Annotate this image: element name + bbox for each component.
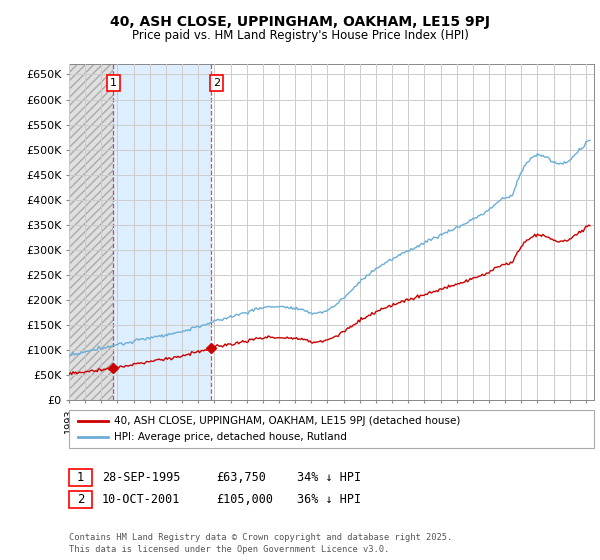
- Bar: [113, 64, 211, 400]
- Text: 34% ↓ HPI: 34% ↓ HPI: [297, 470, 361, 484]
- Text: 1: 1: [110, 78, 117, 88]
- Text: 2: 2: [77, 493, 84, 506]
- Text: 40, ASH CLOSE, UPPINGHAM, OAKHAM, LE15 9PJ: 40, ASH CLOSE, UPPINGHAM, OAKHAM, LE15 9…: [110, 15, 490, 29]
- Text: 40, ASH CLOSE, UPPINGHAM, OAKHAM, LE15 9PJ (detached house): 40, ASH CLOSE, UPPINGHAM, OAKHAM, LE15 9…: [114, 416, 460, 426]
- Text: 10-OCT-2001: 10-OCT-2001: [102, 493, 181, 506]
- Text: HPI: Average price, detached house, Rutland: HPI: Average price, detached house, Rutl…: [114, 432, 347, 442]
- Text: 36% ↓ HPI: 36% ↓ HPI: [297, 493, 361, 506]
- Text: Price paid vs. HM Land Registry's House Price Index (HPI): Price paid vs. HM Land Registry's House …: [131, 29, 469, 42]
- Text: £63,750: £63,750: [216, 470, 266, 484]
- Text: 2: 2: [213, 78, 220, 88]
- Text: 28-SEP-1995: 28-SEP-1995: [102, 470, 181, 484]
- Text: Contains HM Land Registry data © Crown copyright and database right 2025.
This d: Contains HM Land Registry data © Crown c…: [69, 533, 452, 554]
- Text: 1: 1: [77, 470, 84, 484]
- Bar: [69, 64, 113, 400]
- Text: £105,000: £105,000: [216, 493, 273, 506]
